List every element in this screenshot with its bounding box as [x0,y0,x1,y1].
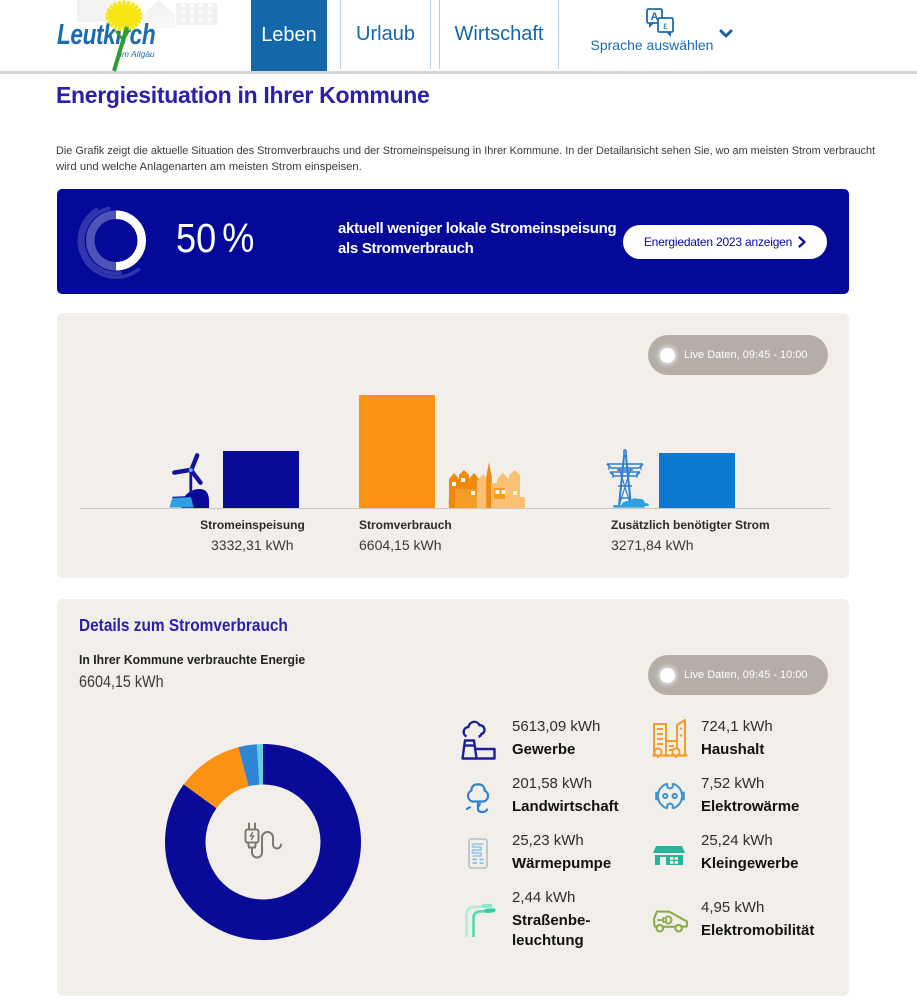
svg-text:ε: ε [663,21,668,32]
svg-text:A: A [651,11,659,23]
